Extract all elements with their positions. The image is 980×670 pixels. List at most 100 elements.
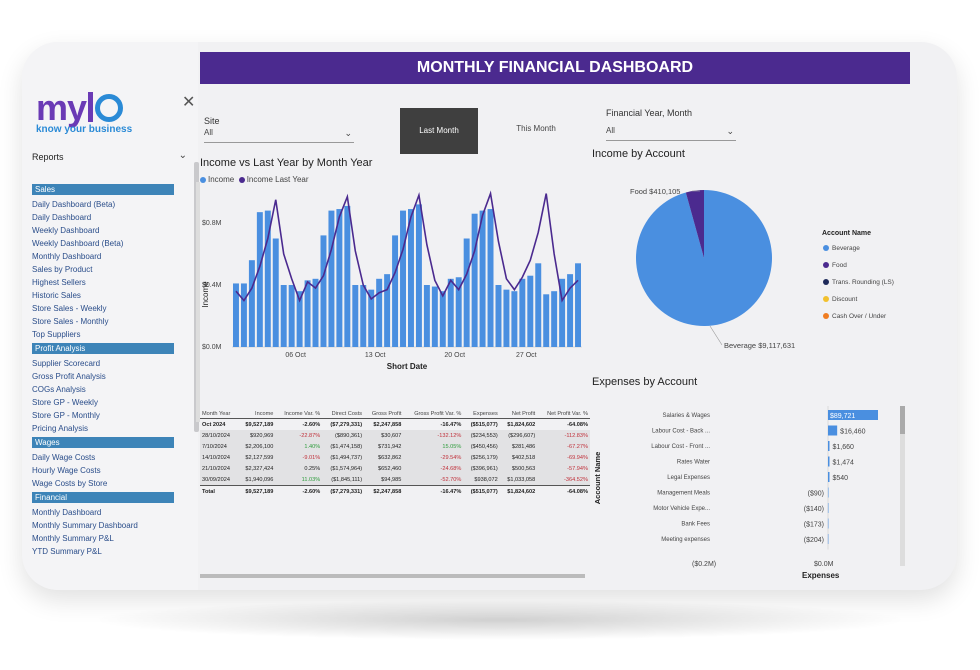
- table-header[interactable]: Gross Profit Var. %: [414, 411, 462, 417]
- logo: my know your business: [36, 90, 132, 136]
- income-bar: [408, 209, 414, 347]
- table-cell: $281,486: [499, 441, 538, 452]
- income-chart-title: Income vs Last Year by Month Year: [200, 157, 373, 169]
- legend-last-year: Income Last Year: [246, 175, 309, 184]
- table-header[interactable]: Income Var. %: [284, 411, 321, 417]
- sidebar-section-financial: Financial: [32, 492, 174, 503]
- site-select[interactable]: All ⌄: [204, 128, 354, 143]
- expense-account-label: Motor Vehicle Expe...: [653, 506, 710, 512]
- expense-bar[interactable]: [827, 503, 829, 513]
- table-row[interactable]: 21/10/2024 $2,327,424 0.25% ($1,574,964) $65…: [200, 463, 590, 474]
- income-bar: [471, 213, 478, 347]
- sidebar-item[interactable]: Weekly Dashboard (Beta): [32, 239, 124, 248]
- income-bar: [240, 283, 247, 347]
- expense-bar[interactable]: [827, 518, 829, 529]
- income-bar: [336, 209, 343, 347]
- pie-slice-food[interactable]: [685, 190, 704, 258]
- sidebar-item[interactable]: Hourly Wage Costs: [32, 466, 101, 475]
- expenses-scrollbar-thumb[interactable]: [900, 406, 905, 434]
- table-header[interactable]: Gross Profit: [371, 411, 402, 417]
- expense-account-label: Rates Water: [677, 460, 710, 466]
- chevron-down-icon: ⌄: [178, 150, 187, 161]
- sidebar-item[interactable]: Daily Wage Costs: [32, 453, 96, 462]
- sidebar-item[interactable]: Highest Sellers: [32, 278, 86, 287]
- expense-bar[interactable]: [827, 534, 829, 544]
- table-header[interactable]: Expenses: [473, 411, 498, 417]
- this-month-button[interactable]: This Month: [516, 124, 556, 133]
- table-scrollbar[interactable]: [200, 574, 585, 578]
- sidebar-item[interactable]: Top Suppliers: [32, 330, 81, 339]
- sidebar-item[interactable]: Gross Profit Analysis: [32, 372, 106, 381]
- table-header[interactable]: Income: [255, 411, 274, 417]
- pie-chart-title: Income by Account: [592, 148, 685, 160]
- table-header[interactable]: Net Profit Var. %: [547, 411, 588, 417]
- table-row[interactable]: 30/09/2024 $1,940,096 11.03% ($1,845,111) $9…: [200, 474, 590, 486]
- sidebar-item[interactable]: Supplier Scorecard: [32, 359, 101, 368]
- main-scrollbar[interactable]: [196, 182, 200, 422]
- site-label: Site: [204, 116, 220, 126]
- sidebar-item[interactable]: Weekly Dashboard: [32, 226, 100, 235]
- sidebar-item[interactable]: Store GP - Weekly: [32, 398, 98, 407]
- income-bar: [479, 210, 486, 347]
- table-header[interactable]: Net Profit: [511, 411, 536, 417]
- table-row[interactable]: 14/10/2024 $2,127,599 -9.01% ($1,494,737) $6…: [200, 452, 590, 463]
- table-cell: ($1,474,158): [322, 441, 365, 452]
- last-month-button[interactable]: Last Month: [400, 108, 478, 154]
- sidebar-item[interactable]: Pricing Analysis: [32, 424, 89, 433]
- expense-data-label: ($90): [808, 491, 824, 498]
- legend-income-swatch: [200, 176, 206, 183]
- sidebar-item[interactable]: COGs Analysis: [32, 385, 86, 394]
- table-cell: $920,969: [237, 430, 276, 441]
- table-cell: Oct 2024: [202, 421, 226, 428]
- table-header[interactable]: Month Year: [202, 411, 231, 417]
- income-bar: [376, 278, 383, 347]
- table-header[interactable]: Direct Costs: [331, 411, 363, 417]
- close-icon[interactable]: ✕: [182, 94, 196, 111]
- last-year-line: [235, 190, 579, 303]
- income-bar: [384, 274, 391, 347]
- sidebar-item[interactable]: Monthly Dashboard: [32, 508, 102, 517]
- sidebar-item[interactable]: Wage Costs by Store: [32, 479, 108, 488]
- table-row[interactable]: Total $9,527,189 -2.60% ($7,279,331) $2,247,…: [200, 485, 590, 498]
- table-cell: -69.94%: [537, 452, 590, 463]
- expense-bar[interactable]: [828, 456, 830, 467]
- table-cell: -2.60%: [302, 421, 321, 428]
- pie-legend-item: Beverage: [832, 245, 860, 252]
- sidebar-item[interactable]: YTD Summary P&L: [32, 547, 102, 556]
- table-header-row: Month Year Income Income Var. % Direct Cost…: [200, 380, 590, 419]
- pie-legend-item: Cash Over / Under: [832, 313, 887, 320]
- sidebar-item[interactable]: Daily Dashboard: [32, 213, 92, 222]
- table-row[interactable]: 7/10/2024 $2,206,100 1.40% ($1,474,158) $731…: [200, 441, 590, 452]
- sidebar-item[interactable]: Store Sales - Monthly: [32, 317, 109, 326]
- expense-bar[interactable]: [828, 472, 830, 482]
- sidebar-item[interactable]: Store GP - Monthly: [32, 411, 100, 420]
- income-bar: [264, 210, 271, 347]
- expense-bar[interactable]: [828, 441, 830, 451]
- expense-data-label: $89,721: [830, 413, 855, 420]
- sidebar-menu: Sales Daily Dashboard (Beta) Daily Dashboa…: [32, 182, 174, 558]
- table-cell: -64.08%: [567, 421, 588, 428]
- expense-bar[interactable]: [828, 410, 878, 420]
- table-cell: $9,527,189: [245, 421, 274, 428]
- y-axis-label: Income: [201, 281, 210, 308]
- sidebar-item[interactable]: Daily Dashboard (Beta): [32, 200, 116, 209]
- sidebar-item[interactable]: Historic Sales: [32, 291, 81, 300]
- table-cell: $1,940,096: [237, 474, 276, 486]
- expense-account-label: Labour Cost - Front ...: [651, 444, 710, 450]
- expense-bar[interactable]: [827, 487, 829, 498]
- sidebar-item[interactable]: Sales by Product: [32, 265, 93, 274]
- table-cell: -24.68%: [403, 463, 464, 474]
- financial-year-select[interactable]: All ⌄: [606, 126, 736, 141]
- x-tick-label: 13 Oct: [365, 352, 386, 359]
- expenses-scrollbar[interactable]: [900, 406, 905, 566]
- sidebar-item[interactable]: Monthly Summary P&L: [32, 534, 114, 543]
- sidebar-item[interactable]: Monthly Summary Dashboard: [32, 521, 138, 530]
- sidebar-item[interactable]: Store Sales - Weekly: [32, 304, 107, 313]
- expense-bar[interactable]: [828, 425, 838, 436]
- table-row[interactable]: Oct 2024 $9,527,189 -2.60% ($7,279,331) $2,2…: [200, 418, 590, 431]
- table-row[interactable]: 28/10/2024 $920,969 -22.87% ($890,361) $30,6…: [200, 430, 590, 441]
- sidebar-item[interactable]: Monthly Dashboard: [32, 252, 102, 261]
- x-tick-label: 06 Oct: [285, 352, 306, 359]
- income-bar: [328, 210, 335, 347]
- reports-dropdown[interactable]: Reports ⌄: [32, 150, 187, 162]
